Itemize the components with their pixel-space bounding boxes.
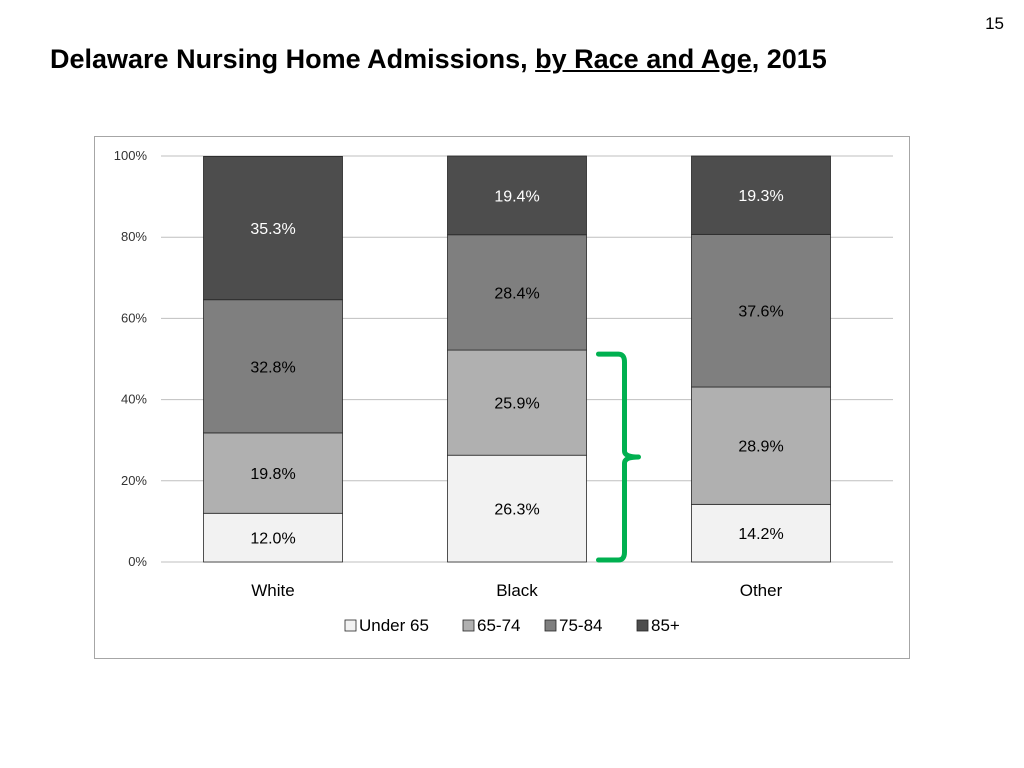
bar-segment — [447, 234, 587, 351]
legend-swatch — [462, 619, 475, 632]
title-underlined: by Race and Age — [535, 44, 752, 74]
data-label: 19.3% — [738, 188, 783, 205]
slide-title: Delaware Nursing Home Admissions, by Rac… — [50, 44, 827, 75]
bar-segment — [203, 512, 343, 563]
y-tick-label: 60% — [121, 310, 147, 325]
x-category-label: Other — [740, 581, 783, 600]
data-label: 26.3% — [494, 502, 539, 519]
y-tick-label: 80% — [121, 229, 147, 244]
y-tick-label: 100% — [114, 148, 148, 163]
slide-number: 15 — [985, 14, 1004, 33]
bar-segment — [447, 155, 587, 236]
data-label: 12.0% — [250, 531, 295, 548]
bar-segment — [447, 349, 587, 456]
bar-segment — [691, 155, 831, 235]
legend-label: 85+ — [651, 616, 680, 635]
bar-segment — [691, 386, 831, 505]
chart-frame: 0% 20% 40% 60% 80% 100% 12.0% 19.8% 32.8% 35.3% Wh… — [94, 136, 910, 659]
legend-swatch — [544, 619, 557, 632]
x-category-label: Black — [496, 581, 538, 600]
y-tick-label: 40% — [121, 392, 147, 407]
data-label: 28.9% — [738, 439, 783, 456]
data-label: 25.9% — [494, 396, 539, 413]
bar-segment — [691, 503, 831, 563]
data-label: 35.3% — [250, 221, 295, 238]
data-label: 19.4% — [494, 188, 539, 205]
x-category-label: White — [251, 581, 294, 600]
bar-segment — [203, 156, 343, 301]
bar-segment — [203, 299, 343, 434]
data-label: 32.8% — [250, 359, 295, 376]
title-prefix: Delaware Nursing Home Admissions, — [50, 44, 536, 74]
legend-label: 75-84 — [559, 616, 602, 635]
data-label: 19.8% — [250, 466, 295, 483]
y-tick-label: 20% — [121, 473, 147, 488]
legend-swatch — [344, 619, 357, 632]
brace-annotation — [596, 351, 641, 563]
data-label: 28.4% — [494, 285, 539, 302]
stacked-bar-chart: 0% 20% 40% 60% 80% 100% 12.0% 19.8% 32.8% 35.3% Wh… — [114, 148, 893, 635]
legend-label: Under 65 — [359, 616, 429, 635]
y-tick-label: 0% — [128, 554, 147, 569]
bar-segment — [203, 432, 343, 514]
legend-swatch — [636, 619, 649, 632]
data-label: 37.6% — [738, 304, 783, 321]
data-label: 14.2% — [738, 526, 783, 543]
title-suffix: , 2015 — [751, 44, 827, 74]
legend-label: 65-74 — [477, 616, 520, 635]
bar-segment — [691, 233, 831, 388]
bar-segment — [447, 454, 587, 563]
